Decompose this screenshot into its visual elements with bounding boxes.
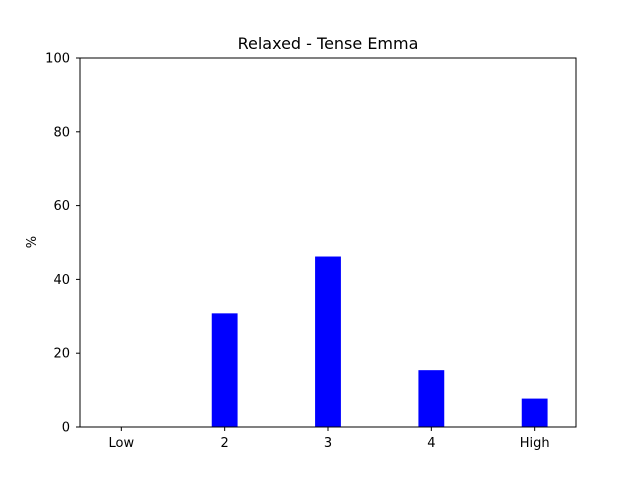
chart-title: Relaxed - Tense Emma <box>238 34 419 53</box>
bars <box>211 256 548 427</box>
y-tick-label: 40 <box>53 273 70 288</box>
y-tick-label: 100 <box>45 52 70 67</box>
y-tick-label: 0 <box>62 421 70 436</box>
bar-3 <box>315 256 341 427</box>
y-tick-label: 80 <box>53 125 70 140</box>
x-tick-label: 2 <box>221 436 229 451</box>
y-axis-label: % <box>25 236 40 248</box>
bar-high <box>521 398 548 427</box>
x-axis-ticks: Low 2 3 4 High <box>109 427 550 451</box>
y-tick-label: 60 <box>53 199 70 214</box>
y-axis-ticks: 0 20 40 60 80 100 <box>45 52 80 436</box>
x-tick-label: High <box>520 436 550 451</box>
y-tick-label: 20 <box>53 347 70 362</box>
x-tick-label: Low <box>109 436 135 451</box>
x-tick-label: 3 <box>324 436 332 451</box>
plot-frame <box>79 57 577 428</box>
bar-2 <box>211 313 238 427</box>
bar-4 <box>418 370 445 427</box>
x-tick-label: 4 <box>427 436 435 451</box>
